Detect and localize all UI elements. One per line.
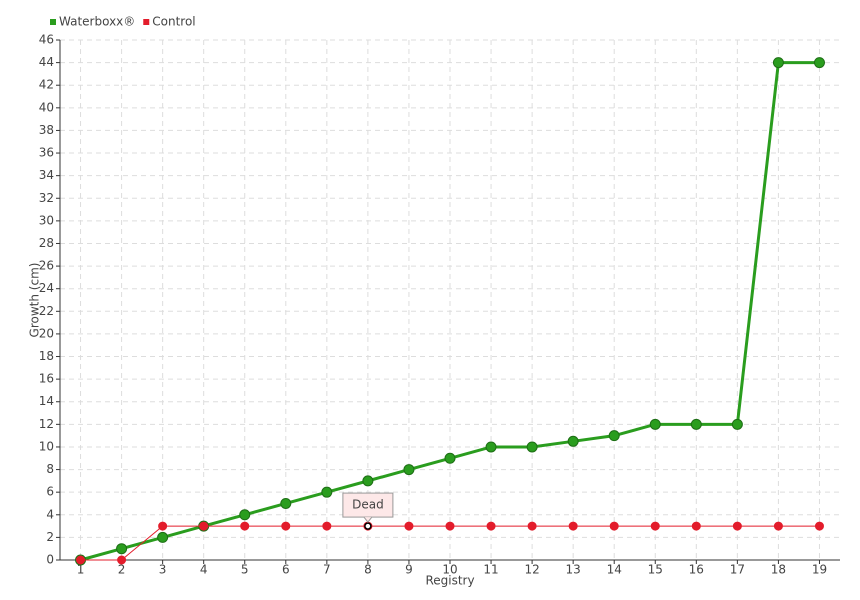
y-tick-label: 34 (39, 168, 54, 182)
x-tick-label: 9 (405, 563, 413, 577)
x-tick-label: 5 (241, 563, 249, 577)
y-tick-label: 6 (46, 485, 54, 499)
y-tick-label: 36 (39, 146, 54, 160)
y-tick-label: 32 (39, 191, 54, 205)
data-point (404, 521, 414, 531)
data-point (362, 475, 374, 487)
y-tick-label: 38 (39, 123, 54, 137)
data-point (444, 452, 456, 464)
data-point (117, 555, 127, 565)
x-tick-label: 10 (442, 563, 457, 577)
data-point (690, 418, 702, 430)
x-tick-label: 15 (648, 563, 663, 577)
x-tick-label: 7 (323, 563, 331, 577)
data-point (321, 486, 333, 498)
data-point (76, 555, 86, 565)
data-point (649, 418, 661, 430)
y-tick-label: 22 (39, 304, 54, 318)
data-point (772, 57, 784, 69)
y-tick-label: 4 (46, 507, 54, 521)
y-tick-label: 8 (46, 462, 54, 476)
x-tick-label: 3 (159, 563, 167, 577)
x-tick-label: 16 (689, 563, 704, 577)
annotation-pointer (363, 516, 373, 523)
x-tick-label: 17 (730, 563, 745, 577)
data-point (731, 418, 743, 430)
x-tick-label: 12 (524, 563, 539, 577)
legend-label: Waterboxx® (59, 15, 135, 29)
annotation-point (364, 522, 372, 530)
data-point (157, 531, 169, 543)
data-point (813, 57, 825, 69)
data-point (486, 521, 496, 531)
data-point (199, 521, 209, 531)
y-tick-label: 12 (39, 417, 54, 431)
data-point (568, 521, 578, 531)
y-tick-label: 20 (39, 326, 54, 340)
y-axis-label: Growth (cm) (28, 263, 42, 338)
annotation-text: Dead (352, 498, 384, 512)
data-point (281, 521, 291, 531)
x-tick-label: 14 (607, 563, 622, 577)
legend-swatch (143, 19, 150, 25)
data-point (116, 543, 128, 555)
data-point (280, 497, 292, 509)
x-tick-label: 19 (812, 563, 827, 577)
y-tick-label: 42 (39, 78, 54, 92)
y-tick-label: 0 (46, 553, 54, 567)
data-point (773, 521, 783, 531)
data-point (814, 521, 824, 531)
y-tick-label: 2 (46, 530, 54, 544)
y-tick-label: 30 (39, 213, 54, 227)
data-point (691, 521, 701, 531)
y-tick-label: 28 (39, 236, 54, 250)
data-point (608, 430, 620, 442)
data-point (403, 464, 415, 476)
y-tick-label: 24 (39, 281, 54, 295)
y-tick-label: 14 (39, 394, 54, 408)
y-tick-label: 46 (39, 33, 54, 47)
data-point (239, 509, 251, 521)
data-point (650, 521, 660, 531)
x-tick-label: 8 (364, 563, 372, 577)
data-point (526, 441, 538, 453)
y-tick-label: 26 (39, 259, 54, 273)
y-tick-label: 16 (39, 372, 54, 386)
data-point (158, 521, 168, 531)
x-axis-label: Registry (425, 574, 474, 588)
data-point (732, 521, 742, 531)
data-point (527, 521, 537, 531)
data-point (609, 521, 619, 531)
x-tick-label: 13 (566, 563, 581, 577)
annotation-box (342, 492, 394, 518)
legend-label: Control (152, 15, 195, 29)
data-point (240, 521, 250, 531)
x-tick-label: 6 (282, 563, 290, 577)
x-tick-label: 4 (200, 563, 208, 577)
data-point (567, 435, 579, 447)
data-point (322, 521, 332, 531)
y-tick-label: 18 (39, 349, 54, 363)
x-tick-label: 18 (771, 563, 786, 577)
legend-swatch (50, 19, 56, 25)
x-tick-label: 1 (77, 563, 85, 577)
x-tick-label: 2 (118, 563, 126, 577)
y-tick-label: 44 (39, 55, 54, 69)
data-point (445, 521, 455, 531)
x-tick-label: 11 (483, 563, 498, 577)
y-tick-label: 10 (39, 439, 54, 453)
y-tick-label: 40 (39, 100, 54, 114)
data-point (485, 441, 497, 453)
